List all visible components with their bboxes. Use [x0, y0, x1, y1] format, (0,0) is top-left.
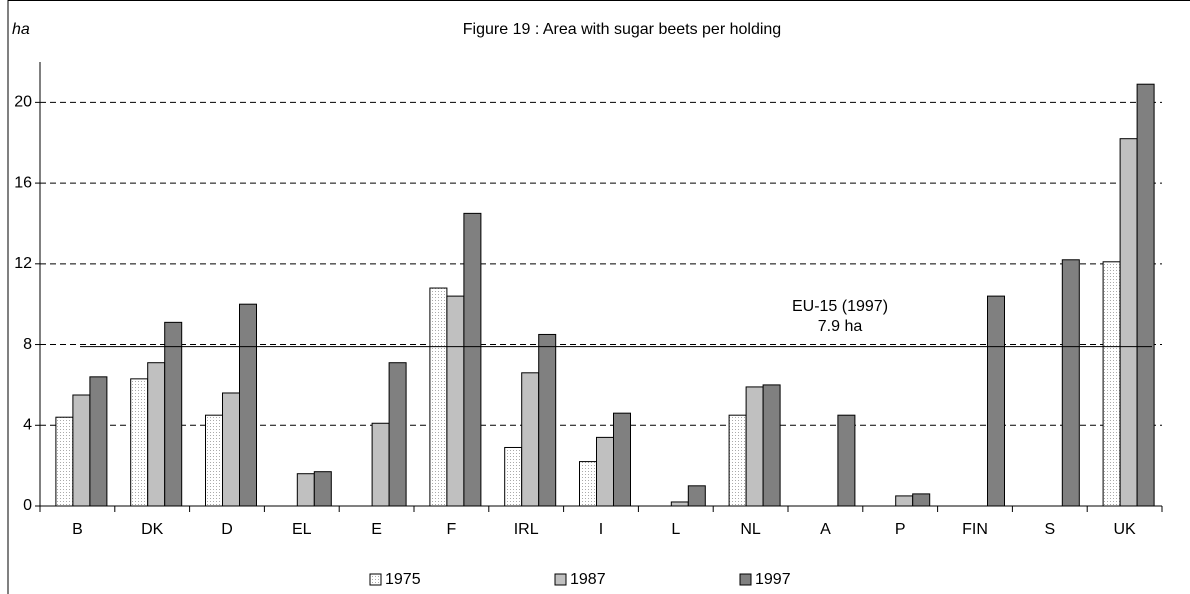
x-tick-label: E	[371, 521, 382, 538]
bar	[987, 295, 1005, 507]
bar	[429, 287, 448, 507]
y-axis-label: ha	[12, 21, 30, 38]
x-tick-label: IRL	[514, 521, 539, 538]
bar	[1102, 261, 1121, 507]
bar	[912, 493, 931, 507]
legend-label: 1987	[570, 571, 606, 588]
bar	[579, 461, 597, 507]
bar	[538, 333, 557, 507]
x-tick-label: P	[895, 521, 906, 538]
bar	[837, 414, 856, 507]
x-tick-label: UK	[1113, 521, 1136, 538]
bar	[239, 303, 257, 507]
bar	[1136, 83, 1155, 507]
bar	[1061, 259, 1080, 507]
bar	[895, 495, 914, 507]
y-tick-label: 12	[14, 255, 32, 272]
x-tick-label: FIN	[962, 521, 988, 538]
reference-value-label: 7.9 ha	[818, 318, 863, 335]
x-tick-label: NL	[740, 521, 761, 538]
x-tick-label: DK	[141, 521, 164, 538]
bar	[205, 414, 223, 507]
y-tick-label: 16	[14, 174, 32, 191]
legend-label: 1997	[755, 571, 791, 588]
bar	[164, 321, 183, 507]
bar	[521, 372, 540, 507]
bar	[147, 362, 166, 507]
bar	[687, 485, 706, 507]
bar	[504, 446, 523, 507]
bar	[296, 473, 315, 507]
bar	[613, 412, 631, 507]
x-tick-label: EL	[292, 521, 312, 538]
y-tick-label: 4	[23, 416, 32, 433]
reference-label: EU-15 (1997)	[792, 298, 888, 315]
x-tick-label: S	[1044, 521, 1055, 538]
x-tick-label: L	[671, 521, 680, 538]
bar	[89, 376, 108, 507]
legend-label: 1975	[385, 571, 421, 588]
y-tick-label: 20	[14, 94, 32, 111]
bar	[745, 386, 764, 507]
bar	[72, 394, 91, 507]
chart-title: Figure 19 : Area with sugar beets per ho…	[463, 21, 781, 38]
bar	[313, 471, 332, 507]
bar	[463, 212, 482, 507]
bar	[446, 295, 465, 507]
legend-swatch	[369, 573, 382, 586]
bar	[670, 501, 689, 507]
legend-swatch	[739, 573, 752, 586]
bar	[728, 414, 747, 507]
x-tick-label: D	[221, 521, 233, 538]
bar	[1119, 138, 1138, 507]
x-tick-label: A	[820, 521, 831, 538]
bar	[388, 362, 407, 507]
x-tick-label: I	[599, 521, 603, 538]
x-tick-label: F	[447, 521, 457, 538]
y-tick-label: 0	[23, 497, 32, 514]
bar	[222, 392, 240, 507]
bar	[596, 436, 614, 507]
x-tick-label: B	[72, 521, 83, 538]
bar	[371, 422, 390, 507]
y-tick-label: 8	[23, 336, 32, 353]
bar	[762, 384, 781, 507]
bar	[130, 378, 149, 507]
legend-swatch	[554, 573, 567, 586]
bar	[55, 416, 74, 507]
